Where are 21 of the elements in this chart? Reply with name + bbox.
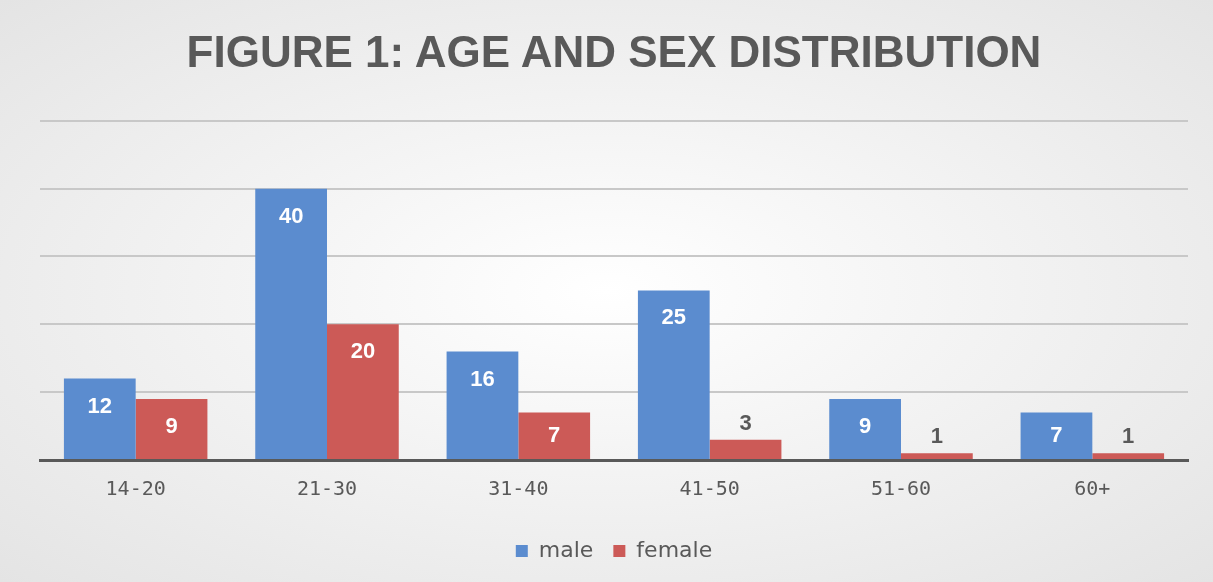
data-label: 3 [739,409,752,435]
data-label: 16 [470,365,495,391]
data-label: 25 [661,304,687,330]
data-label: 7 [548,422,561,448]
x-tick-label: 51-60 [870,476,932,501]
chart-title: FIGURE 1: AGE AND SEX DISTRIBUTION [186,26,1042,76]
data-label: 1 [930,423,943,449]
data-label: 1 [1122,423,1135,449]
x-tick-label: 21-30 [296,476,358,501]
data-label: 7 [1050,422,1063,448]
data-label: 12 [87,392,113,418]
data-label: 9 [859,413,872,439]
x-tick-label: 14-20 [105,476,166,501]
data-label: 20 [350,338,376,364]
legend-label: female [636,536,713,562]
x-tick-label: 60+ [1074,476,1111,501]
data-label: 9 [165,413,178,439]
legend-label: male [538,536,594,562]
x-tick-label: 41-50 [679,476,740,501]
x-tick-label: 31-40 [488,476,549,501]
data-label: 40 [278,202,304,228]
